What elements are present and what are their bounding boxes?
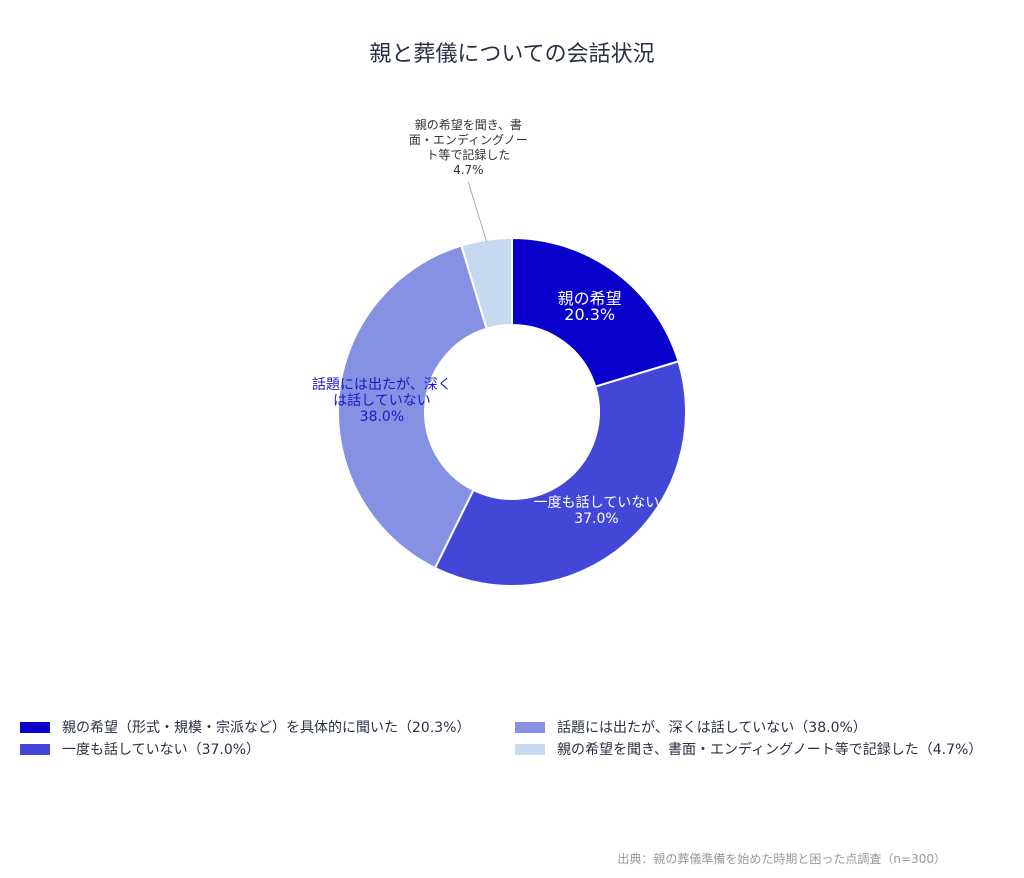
slice-name: 一度も話していない	[533, 495, 660, 512]
chart-title: 親と葬儀についての会話状況	[369, 42, 655, 67]
legend-swatch	[20, 743, 50, 755]
slice-name: 親の希望を聞き、書面・エンディングノート等で記録した	[408, 118, 528, 163]
source: 出典：親の葬儀準備を始めた時期と困った点調査（n=300）	[617, 852, 946, 866]
legend-label: 親の希望を聞き、書面・エンディングノート等で記録した（4.7%）	[557, 742, 983, 758]
legend-swatch	[20, 721, 50, 733]
legend-label: 話題には出たが、深くは話していない（38.0%）	[557, 720, 867, 736]
donut-slice	[433, 360, 687, 587]
slice-label: 話題には出たが、深くは話していない 38.0%	[307, 377, 457, 425]
donut-slice	[337, 244, 488, 570]
donut-slice	[511, 236, 680, 388]
slice-value: 37.0%	[574, 511, 619, 528]
slice-label: 親の希望を聞き、書面・エンディングノート等で記録した 4.7%	[403, 118, 533, 178]
slice-name: 話題には出たが、深くは話していない	[312, 377, 452, 410]
legend-swatch	[515, 721, 545, 733]
slice-name: 親の希望	[557, 289, 622, 309]
legend-item: 親の希望（形式・規模・宗派など）を具体的に聞いた（20.3%）	[20, 716, 515, 738]
legend-swatch	[515, 743, 545, 755]
legend-label: 親の希望（形式・規模・宗派など）を具体的に聞いた（20.3%）	[62, 720, 471, 736]
legend-item: 親の希望を聞き、書面・エンディングノート等で記録した（4.7%）	[515, 738, 1005, 760]
legend-item: 話題には出たが、深くは話していない（38.0%）	[515, 716, 1005, 738]
slice-label: 親の希望 20.3%	[515, 291, 665, 323]
slice-label: 一度も話していない 37.0%	[521, 495, 671, 527]
slice-value: 38.0%	[359, 409, 405, 426]
donut-slice	[460, 236, 513, 331]
slice-value: 4.7%	[453, 163, 484, 178]
slice-value: 20.3%	[564, 305, 616, 325]
legend-item: 一度も話していない（37.0%）	[20, 738, 515, 760]
legend: 親の希望（形式・規模・宗派など）を具体的に聞いた（20.3%） 一度も話していない…	[20, 716, 1005, 760]
leader-line	[467, 181, 488, 243]
legend-label: 一度も話していない（37.0%）	[62, 742, 261, 758]
